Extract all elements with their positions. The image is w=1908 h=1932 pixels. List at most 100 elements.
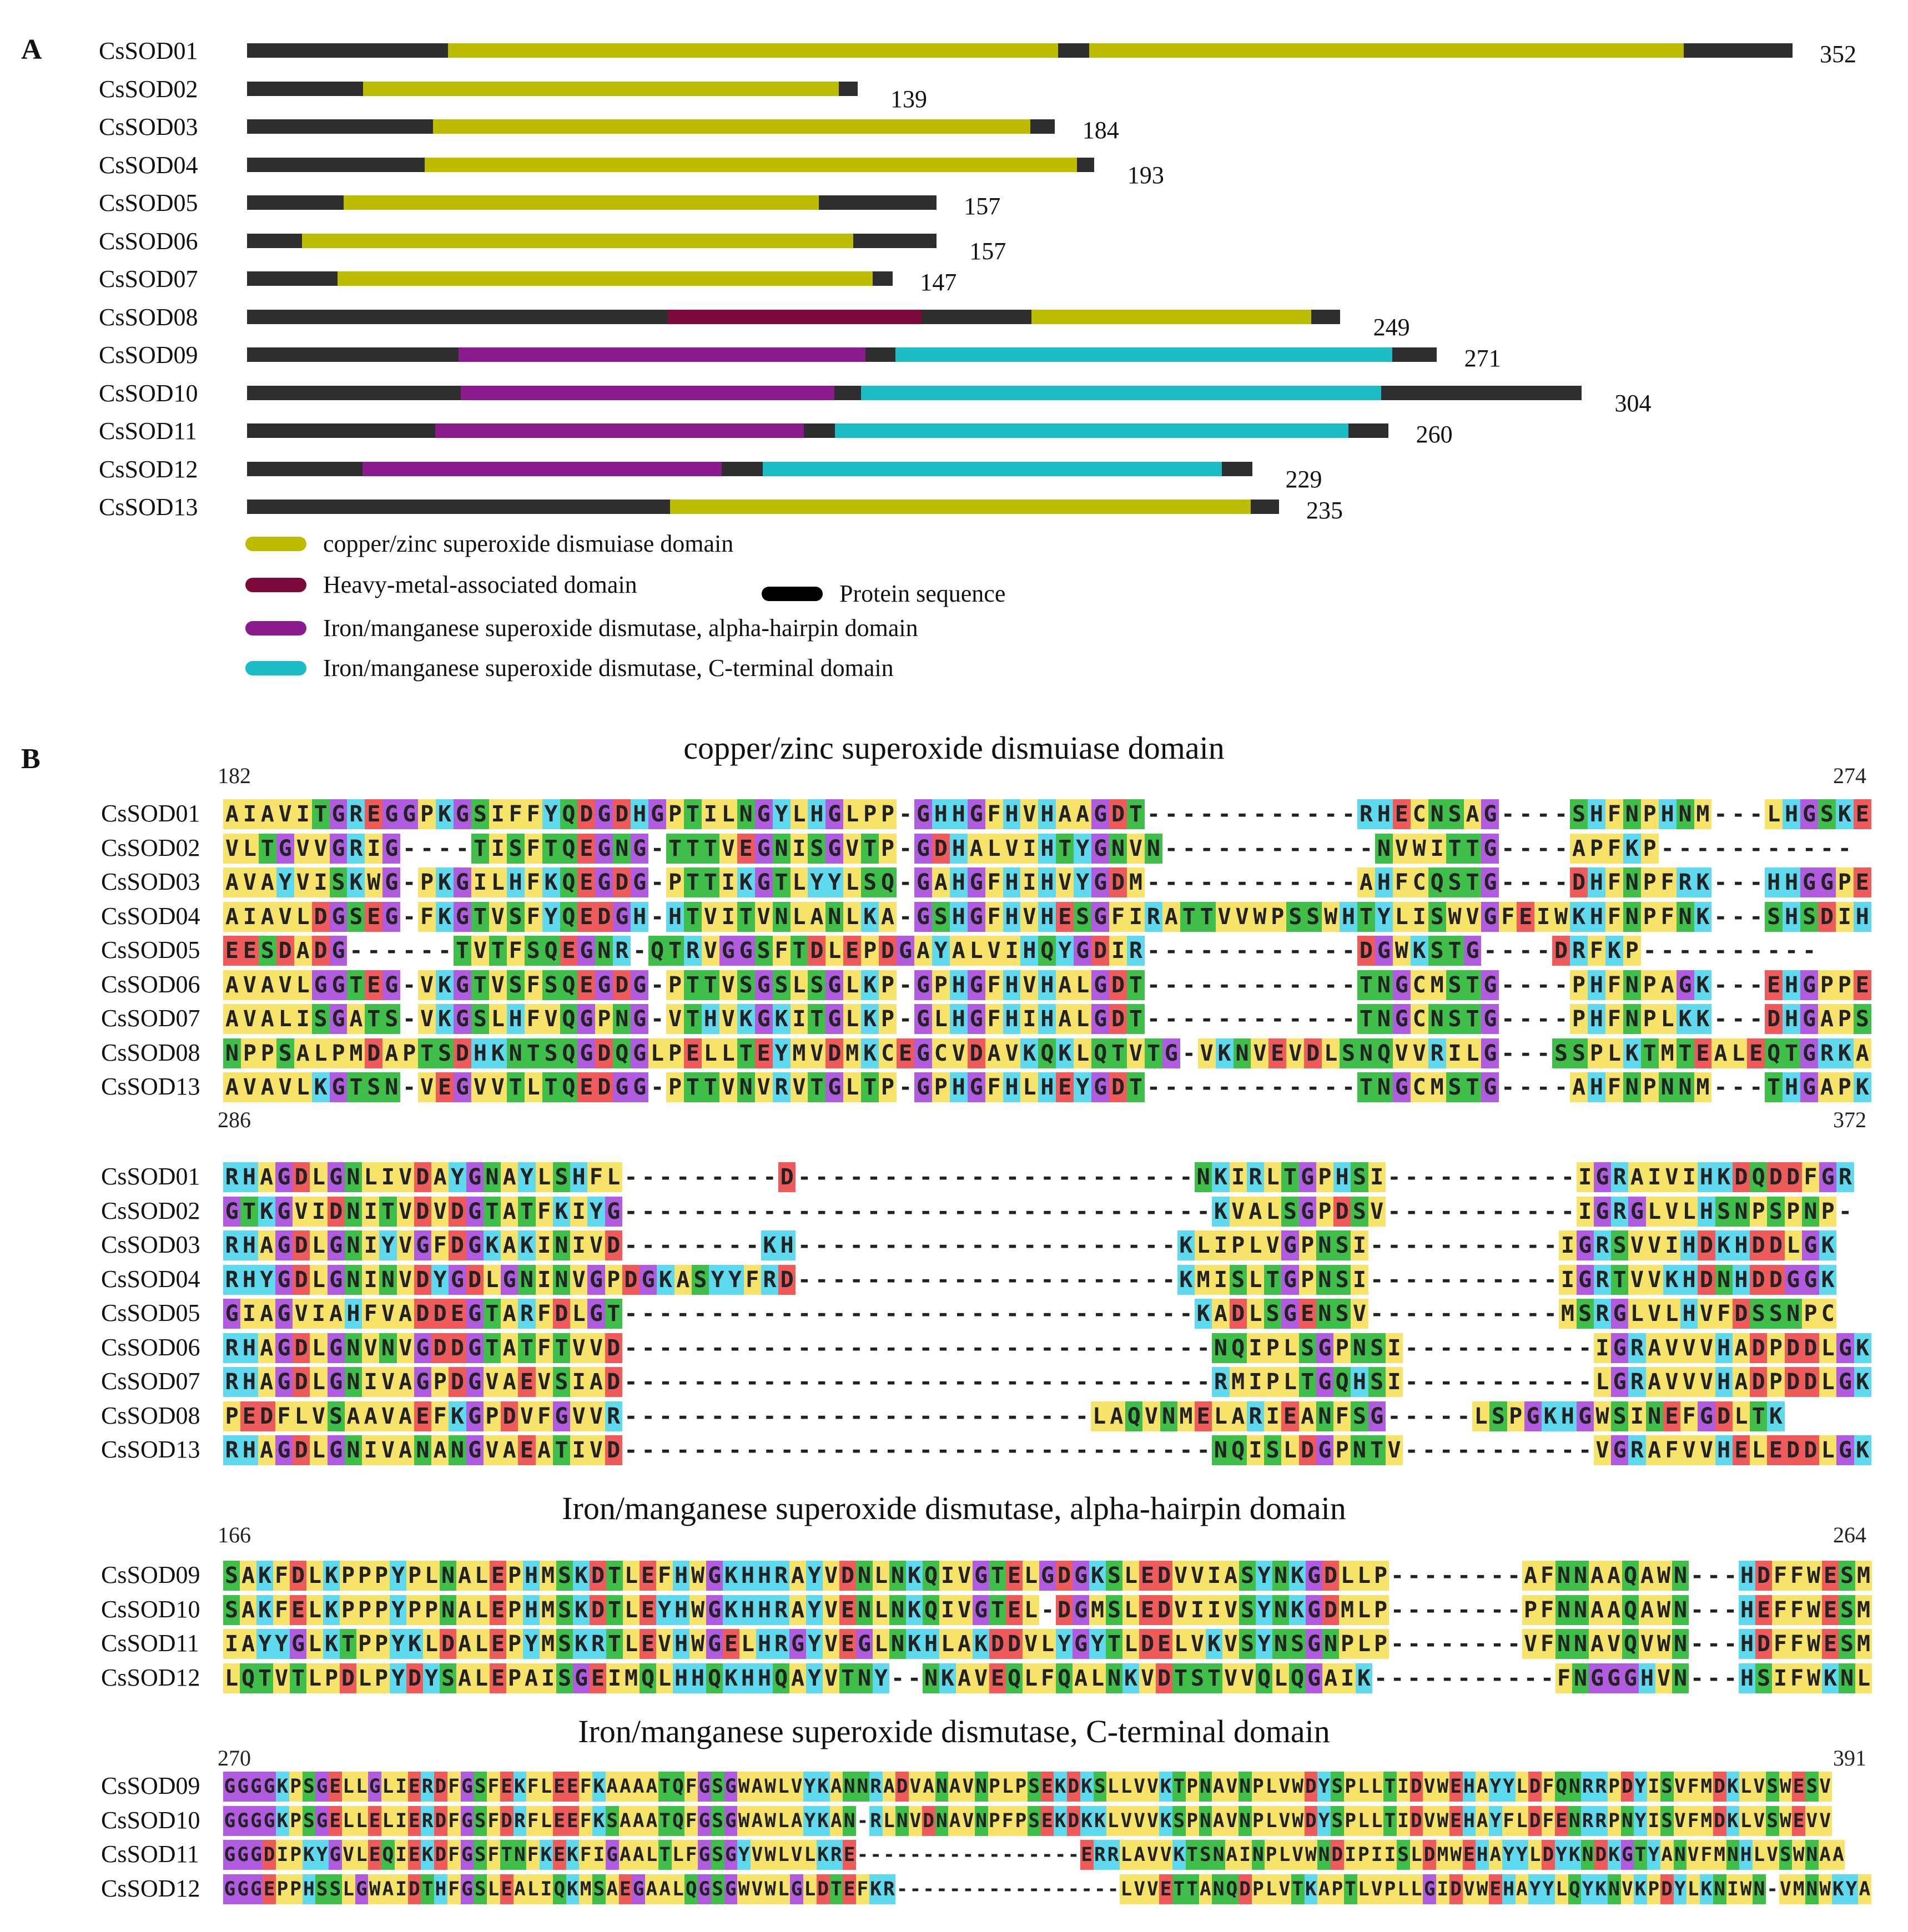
residue-cell: H [1003, 799, 1021, 829]
residue-cell: - [1489, 1435, 1507, 1465]
residue-cell: L [473, 1629, 490, 1659]
residue-cell: E [414, 1401, 431, 1431]
residue-cell: D [552, 1299, 570, 1329]
protein-label: CsSOD03 [99, 113, 198, 140]
residue-cell: - [1711, 970, 1730, 1000]
residue-cell: F [1789, 1595, 1805, 1625]
residue-cell: E [407, 1772, 421, 1802]
residue-cell: L [803, 1840, 817, 1870]
residue-cell: T [861, 1072, 879, 1102]
residue-cell: K [592, 1772, 606, 1802]
residue-cell: L [843, 901, 862, 932]
residue-cell: Y [273, 1629, 290, 1659]
residue-cell: A [956, 1629, 973, 1659]
residue-cell: A [535, 1435, 553, 1465]
residue-cell: - [1517, 833, 1535, 864]
residue-cell: - [1722, 1663, 1739, 1693]
residue-cell: - [974, 1874, 988, 1904]
residue-cell: L [932, 1004, 950, 1034]
residue-cell: - [1489, 1333, 1507, 1363]
residue-cell: G [914, 901, 932, 932]
residue-cell: D [431, 1333, 449, 1363]
residue-cell: L [790, 799, 808, 829]
residue-cell: G [754, 1004, 773, 1034]
residue-cell: Q [1229, 1435, 1247, 1465]
residue-cell: - [1304, 1072, 1322, 1102]
residue-cell: - [657, 1162, 674, 1192]
residue-cell: E [290, 1595, 306, 1625]
residue-cell: W [1739, 1874, 1753, 1904]
residue-cell: - [865, 1299, 883, 1329]
residue-cell: L [1732, 1401, 1750, 1431]
residue-cell: - [1385, 1230, 1403, 1260]
residue-cell: - [986, 1196, 1004, 1227]
residue-cell: S [1333, 1299, 1351, 1329]
residue-cell: T [606, 1629, 623, 1659]
residue-cell: G [275, 1230, 293, 1260]
residue-cell: A [258, 970, 276, 1000]
residue-cell: T [701, 1072, 719, 1102]
residue-cell: V [1215, 901, 1234, 932]
protein-length-label: 249 [1373, 313, 1410, 341]
residue-cell: K [436, 1004, 454, 1034]
residue-cell: L [1074, 970, 1092, 1000]
residue-cell: S [1767, 1196, 1785, 1227]
residue-cell: M [843, 1038, 862, 1068]
residue-cell: L [790, 970, 808, 1000]
residue-cell: K [861, 1038, 879, 1068]
residue-cell: A [1212, 1772, 1225, 1802]
residue-cell: - [1142, 1264, 1160, 1295]
residue-cell: M [1436, 1840, 1449, 1870]
residue-cell: P [356, 1629, 373, 1659]
residue-cell: T [1172, 1663, 1189, 1693]
residue-cell: V [1522, 1629, 1539, 1659]
residue-cell: V [656, 1629, 673, 1659]
residue-cell: - [726, 1230, 744, 1260]
residue-cell: A [240, 1595, 256, 1625]
residue-cell: L [540, 1772, 553, 1802]
residue-cell: - [1705, 1595, 1722, 1625]
residue-cell: K [256, 1561, 273, 1591]
residue-cell: L [843, 970, 862, 1000]
residue-cell: A [344, 1401, 362, 1431]
residue-cell: - [1835, 833, 1854, 864]
residue-cell: - [1090, 1299, 1108, 1329]
residue-cell: - [1385, 1162, 1403, 1192]
residue-cell: T [256, 1663, 273, 1693]
residue-cell: - [1233, 1004, 1251, 1034]
residue-cell: - [986, 1367, 1004, 1397]
domain-segment-p [247, 423, 436, 438]
residue-cell: V [719, 1072, 737, 1102]
residue-cell: S [1368, 1367, 1386, 1397]
residue-cell: V [956, 1595, 973, 1625]
residue-cell: L [1120, 1874, 1133, 1904]
residue-cell: I [1206, 1595, 1222, 1625]
residue-cell: L [1528, 1840, 1542, 1870]
residue-cell: G [453, 799, 471, 829]
residue-cell: A [605, 1874, 619, 1904]
residue-cell: K [483, 1230, 501, 1260]
residue-cell: F [431, 1401, 449, 1431]
residue-cell: I [1383, 1840, 1397, 1870]
residue-cell: - [897, 867, 914, 897]
residue-cell: I [939, 1561, 956, 1591]
protein-label: CsSOD11 [99, 417, 197, 445]
protein-length-label: 229 [1285, 465, 1322, 493]
residue-cell: - [1268, 799, 1287, 829]
residue-cell: H [434, 1874, 447, 1904]
residue-cell: S [737, 970, 755, 1000]
residue-cell: Y [390, 1561, 406, 1591]
residue-cell: T [701, 867, 719, 897]
residue-cell: - [1160, 1162, 1177, 1192]
residue-cell: P [418, 867, 436, 897]
domain-segment-p [247, 500, 671, 514]
residue-cell: - [1456, 1595, 1472, 1625]
residue-cell: V [973, 1663, 989, 1693]
residue-cell: - [1304, 936, 1322, 966]
residue-cell: - [952, 1264, 969, 1295]
residue-cell: - [1747, 970, 1765, 1000]
residue-cell: - [674, 1401, 692, 1431]
